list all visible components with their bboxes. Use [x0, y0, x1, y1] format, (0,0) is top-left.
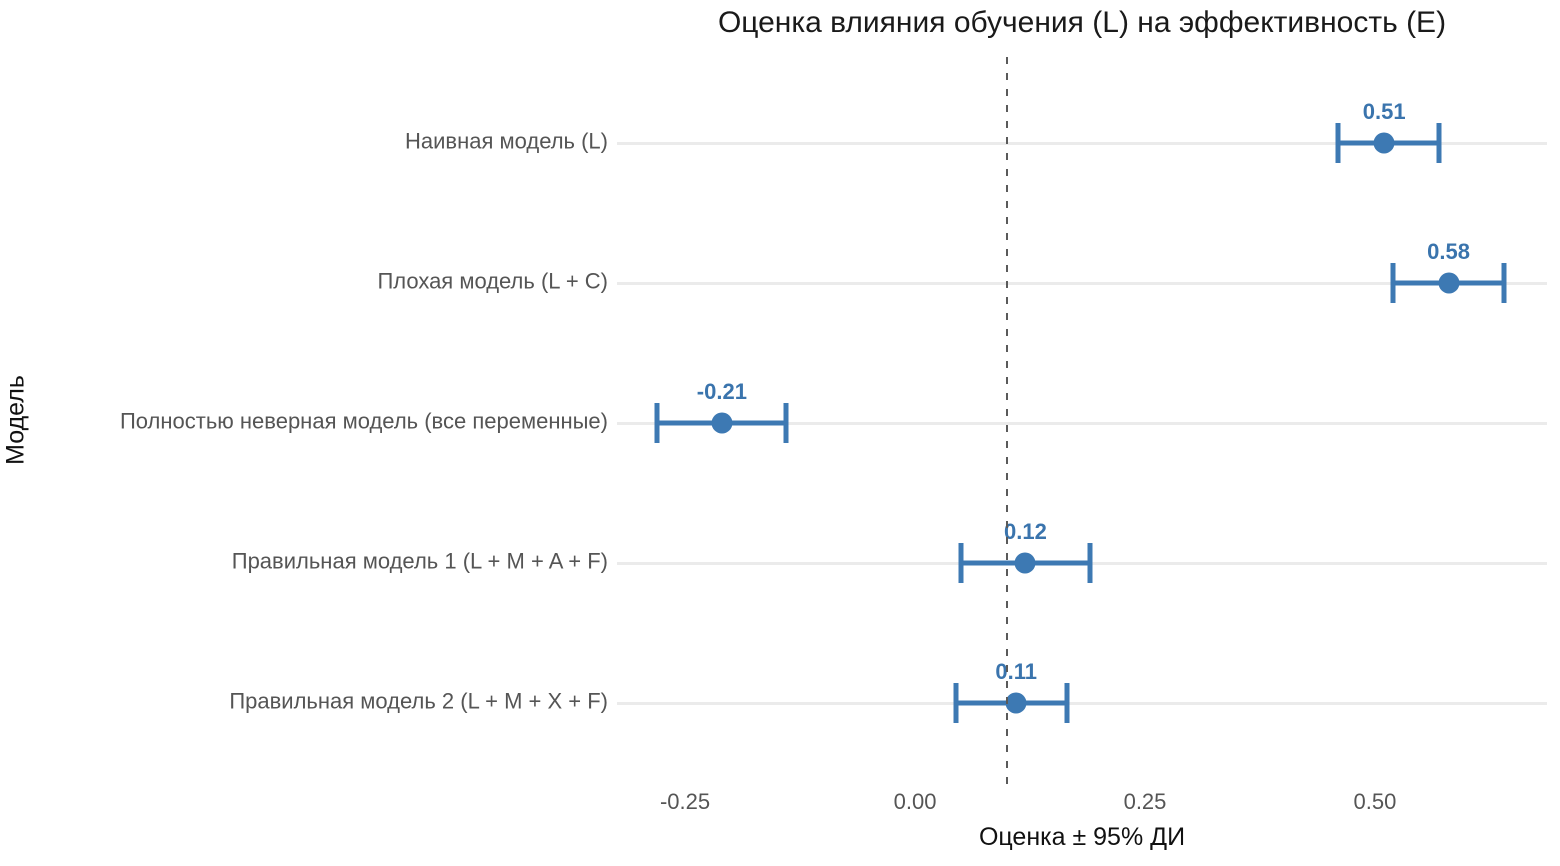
x-tick-label: 0.50 — [1353, 789, 1397, 814]
x-tick-label: 0.00 — [893, 789, 937, 814]
chart-title: Оценка влияния обучения (L) на эффективн… — [717, 6, 1447, 39]
error-bar-cap-left — [654, 403, 660, 443]
estimate-point — [1373, 132, 1395, 154]
category-label: Правильная модель 2 (L + M + X + F) — [229, 688, 608, 714]
error-bar-cap-left — [958, 543, 964, 583]
error-bar-cap-right — [1087, 543, 1093, 583]
gridline — [617, 141, 1547, 145]
category-label: Наивная модель (L) — [404, 128, 608, 154]
estimate-point — [1005, 692, 1027, 714]
reference-line-dashed — [1005, 57, 1009, 788]
gridline — [617, 421, 1547, 425]
gridline — [617, 701, 1547, 705]
x-tick-label: 0.25 — [1123, 789, 1167, 814]
x-tick-label: -0.25 — [659, 789, 711, 814]
estimate-value-label: 0.58 — [1427, 239, 1470, 264]
estimate-value-label: 0.51 — [1362, 99, 1406, 124]
x-axis-title: Оценка ± 95% ДИ — [978, 823, 1186, 851]
y-axis-title: Модель — [1, 375, 30, 465]
error-bar-cap-right — [1436, 123, 1442, 163]
estimate-point — [1014, 552, 1036, 574]
error-bar-cap-left — [1390, 263, 1396, 303]
error-bar-cap-right — [1064, 683, 1070, 723]
estimate-value-label: -0.21 — [696, 379, 747, 404]
category-label: Полностью неверная модель (все переменны… — [119, 408, 608, 434]
error-bar-cap-left — [1335, 123, 1341, 163]
estimate-point — [1438, 272, 1460, 294]
estimate-point — [711, 412, 733, 434]
error-bar-cap-right — [783, 403, 789, 443]
estimate-value-label: 0.12 — [1004, 519, 1047, 544]
category-label: Плохая модель (L + C) — [377, 268, 608, 294]
gridline — [617, 281, 1547, 285]
estimate-value-label: 0.11 — [995, 659, 1038, 684]
category-label: Правильная модель 1 (L + M + A + F) — [231, 548, 608, 574]
error-bar-cap-left — [953, 683, 959, 723]
error-bar-cap-right — [1501, 263, 1507, 303]
